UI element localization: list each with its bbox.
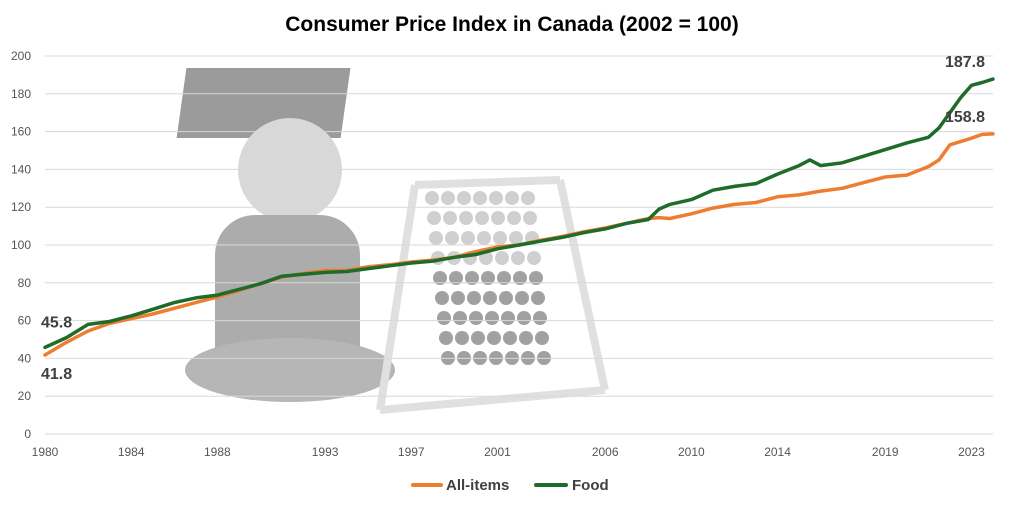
x-tick-label: 1980: [32, 445, 59, 459]
abacus-bead: [451, 291, 465, 305]
abacus-bead: [489, 191, 503, 205]
abacus-bead: [509, 231, 523, 245]
abacus-bead: [425, 191, 439, 205]
legend-label-food: Food: [572, 477, 609, 494]
abacus-bead: [507, 211, 521, 225]
x-tick-label: 1984: [118, 445, 145, 459]
y-axis: 0 20 40 60 80 100 120 140 160 180 200: [11, 49, 31, 441]
abacus-bead: [471, 331, 485, 345]
abacus-bead: [495, 251, 509, 265]
y-tick-label: 20: [18, 389, 32, 403]
abacus-bead: [459, 211, 473, 225]
abacus-bead: [455, 331, 469, 345]
abacus-bead: [531, 291, 545, 305]
abacus-bead: [529, 271, 543, 285]
abacus-bead: [429, 231, 443, 245]
abacus-bead: [477, 231, 491, 245]
abacus-bead: [501, 311, 515, 325]
abacus-bead: [427, 211, 441, 225]
abacus-bead: [527, 251, 541, 265]
abacus-bead: [523, 211, 537, 225]
x-tick-label: 2019: [872, 445, 899, 459]
abacus-bead: [483, 291, 497, 305]
abacus-bead: [467, 291, 481, 305]
abacus-icon: [376, 176, 609, 414]
x-tick-label: 1993: [312, 445, 339, 459]
data-label-end-all-items: 158.8: [945, 109, 985, 126]
abacus-bead: [469, 311, 483, 325]
abacus-bead: [493, 231, 507, 245]
abacus-bead: [433, 271, 447, 285]
abacus-bead: [441, 191, 455, 205]
abacus-bead: [457, 191, 471, 205]
abacus-bead: [533, 311, 547, 325]
data-label-start-food: 45.8: [41, 314, 72, 331]
abacus-bead: [435, 291, 449, 305]
abacus-bead: [461, 231, 475, 245]
x-tick-label: 1997: [398, 445, 425, 459]
abacus-bead: [439, 331, 453, 345]
baby-legs: [185, 338, 395, 402]
end-labels: 45.8 41.8 187.8 158.8: [41, 54, 985, 383]
abacus-bead: [505, 191, 519, 205]
baby-abacus-illustration: [176, 68, 609, 414]
y-tick-label: 60: [18, 314, 32, 328]
y-tick-label: 80: [18, 276, 32, 290]
abacus-bead: [453, 311, 467, 325]
data-label-start-all-items: 41.8: [41, 366, 72, 383]
y-tick-label: 200: [11, 49, 31, 63]
y-tick-label: 160: [11, 125, 31, 139]
abacus-bead: [449, 271, 463, 285]
graduation-cap-icon: [176, 68, 351, 138]
chart-title: Consumer Price Index in Canada (2002 = 1…: [285, 13, 738, 36]
x-tick-label: 2001: [484, 445, 511, 459]
y-tick-label: 140: [11, 162, 31, 176]
legend-label-all-items: All-items: [446, 477, 509, 494]
y-tick-label: 180: [11, 87, 31, 101]
x-tick-label: 2014: [764, 445, 791, 459]
abacus-bead: [521, 191, 535, 205]
abacus-bead: [481, 271, 495, 285]
abacus-bead: [485, 311, 499, 325]
y-tick-label: 0: [24, 427, 31, 441]
abacus-bead: [473, 191, 487, 205]
y-tick-label: 40: [18, 351, 32, 365]
abacus-bead: [491, 211, 505, 225]
abacus-bead: [535, 331, 549, 345]
x-tick-label: 2010: [678, 445, 705, 459]
x-tick-label: 1988: [204, 445, 231, 459]
abacus-bead: [513, 271, 527, 285]
series-line-food: [43, 77, 995, 350]
abacus-bead: [515, 291, 529, 305]
series-lines: [43, 77, 995, 357]
abacus-bead: [497, 271, 511, 285]
data-label-end-food: 187.8: [945, 54, 985, 71]
abacus-bead: [437, 311, 451, 325]
abacus-bead: [519, 331, 533, 345]
y-tick-label: 120: [11, 200, 31, 214]
abacus-bead: [503, 331, 517, 345]
abacus-bead: [475, 211, 489, 225]
abacus-bead: [465, 271, 479, 285]
abacus-bead: [445, 231, 459, 245]
abacus-bead: [511, 251, 525, 265]
x-axis: 1980 1984 1988 1993 1997 2001 2006 2010 2014 2019…: [32, 445, 985, 459]
x-tick-label: 2006: [592, 445, 619, 459]
abacus-bead: [443, 211, 457, 225]
legend: All-items Food: [411, 477, 609, 494]
x-tick-label: 2023: [958, 445, 985, 459]
abacus-bead: [517, 311, 531, 325]
y-tick-label: 100: [11, 238, 31, 252]
abacus-bead: [499, 291, 513, 305]
abacus-bead: [487, 331, 501, 345]
baby-head: [238, 118, 342, 222]
